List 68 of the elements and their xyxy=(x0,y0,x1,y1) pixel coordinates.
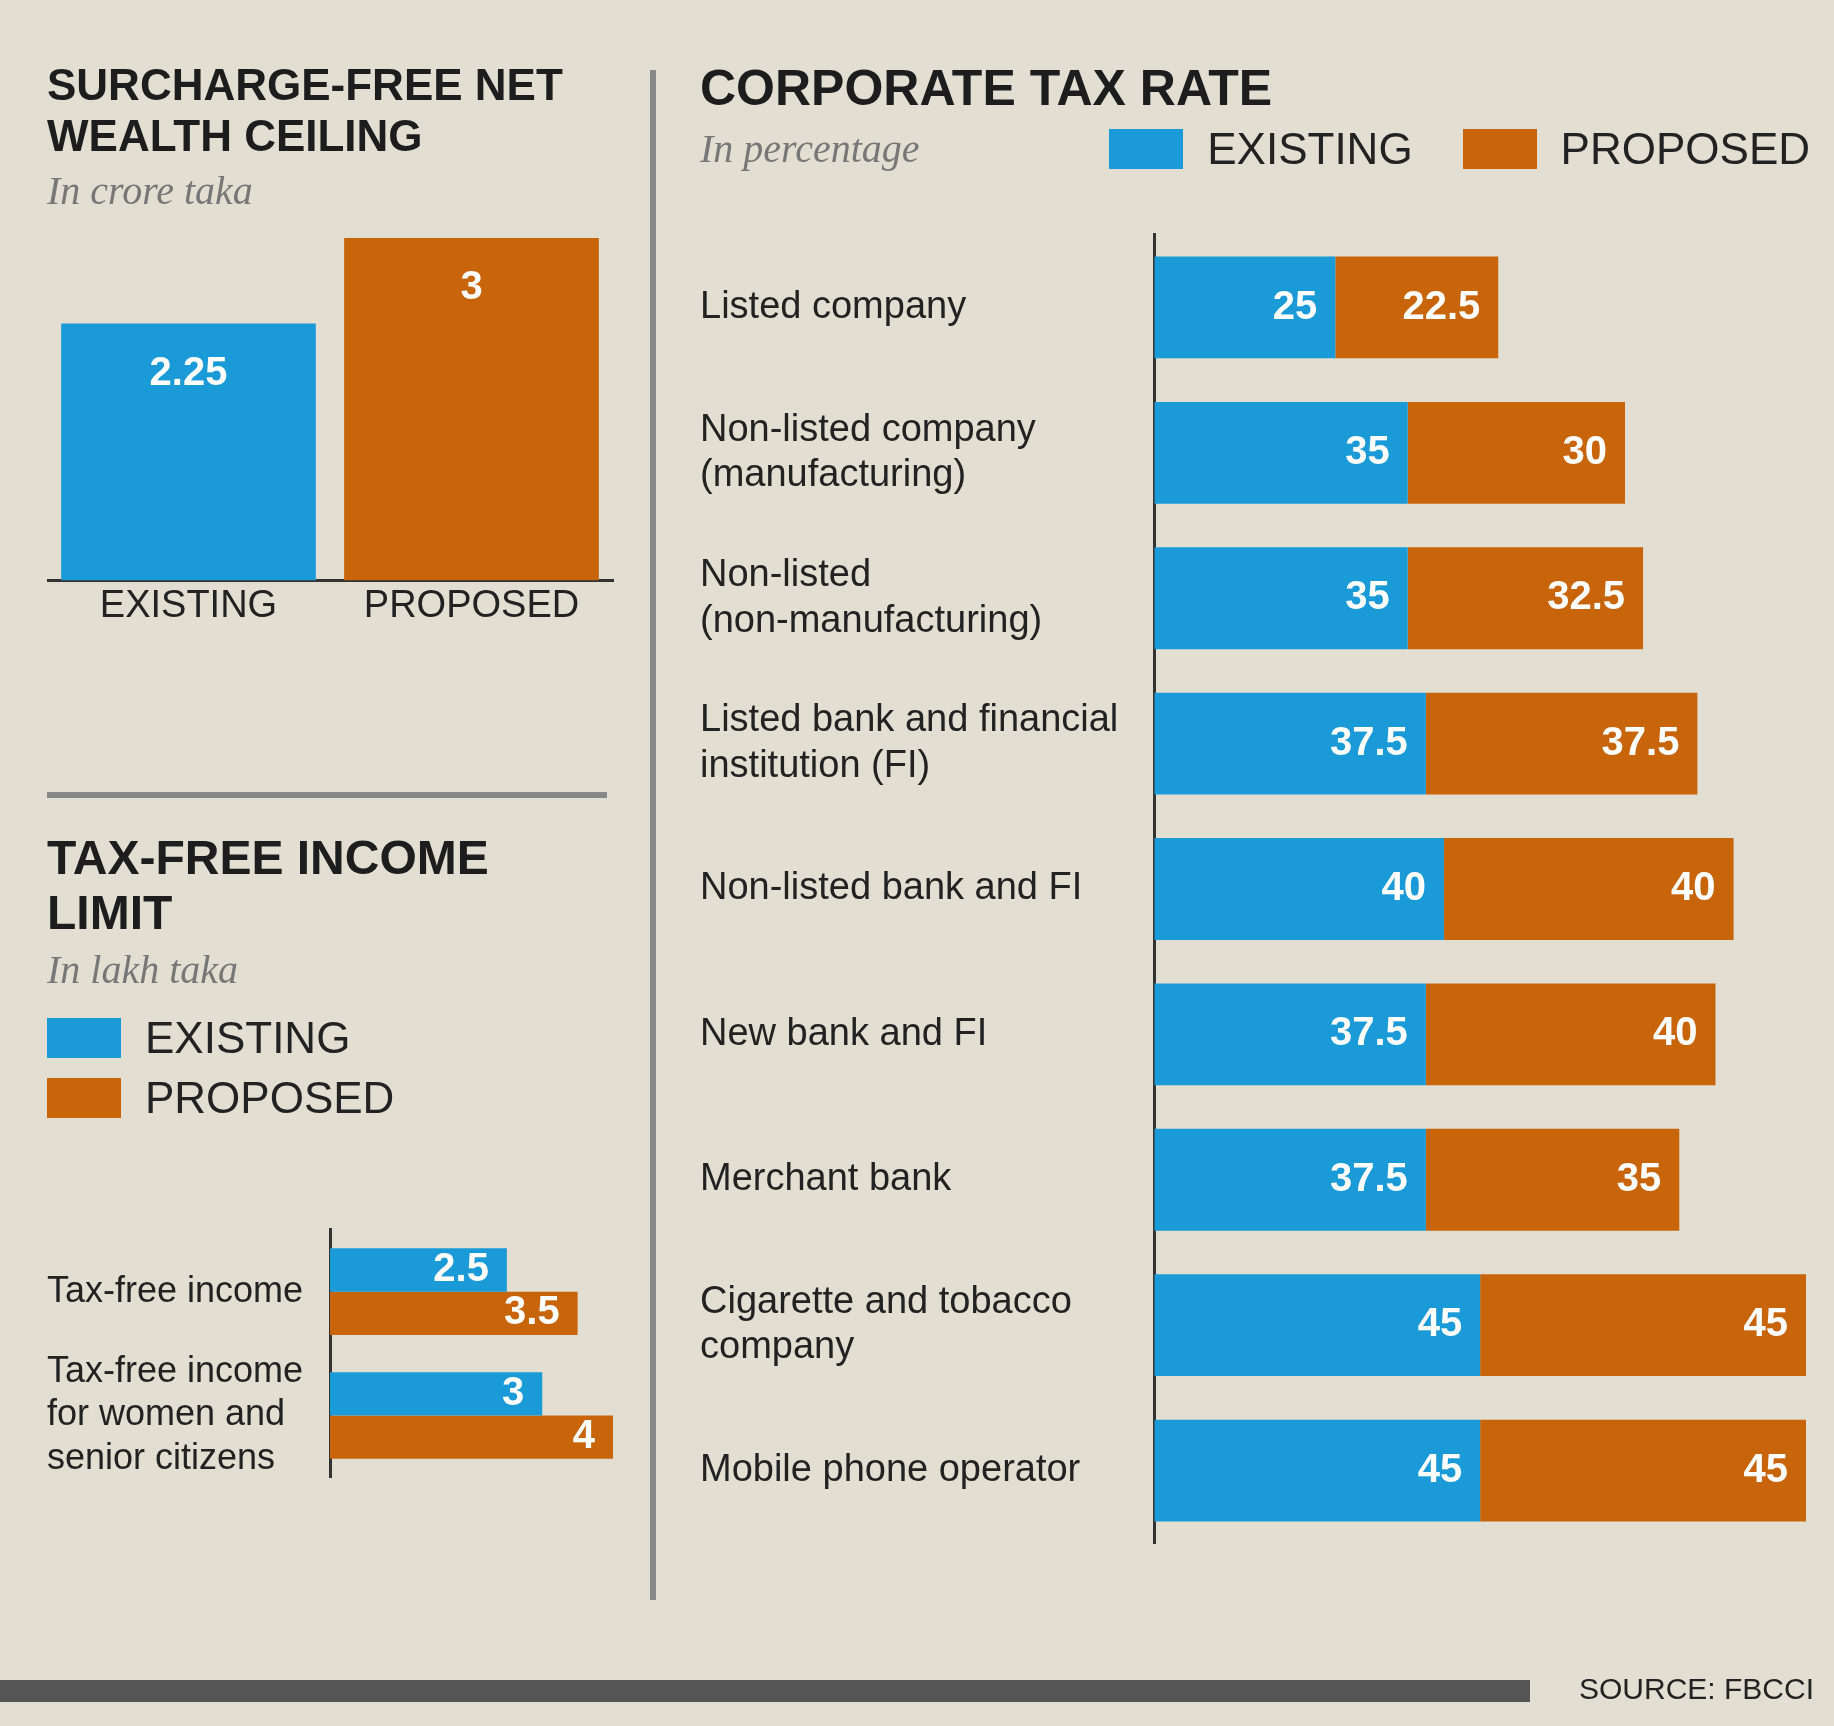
data-label: 3 xyxy=(502,1369,525,1414)
bar xyxy=(1443,837,1734,940)
data-label: 37.5 xyxy=(1329,718,1408,763)
data-label: 35 xyxy=(1616,1154,1662,1199)
bar xyxy=(1154,983,1426,1085)
data-label: 35 xyxy=(1345,572,1390,617)
bar xyxy=(330,1415,613,1460)
legend-label: EXISTING xyxy=(145,1013,351,1064)
data-label: 37.5 xyxy=(1329,1154,1408,1199)
bar xyxy=(1154,401,1408,504)
chart-subtitle: In crore taka xyxy=(47,167,254,215)
data-label: 45 xyxy=(1417,1445,1463,1490)
bar xyxy=(1425,983,1716,1085)
chart-subtitle: In lakh taka xyxy=(47,946,240,994)
data-label: 37.5 xyxy=(1601,718,1680,763)
data-label: 45 xyxy=(1743,1299,1788,1344)
y-tick-label: Listed bank and financial institution (FI) xyxy=(700,696,1119,785)
bar xyxy=(1154,1419,1481,1521)
y-tick-label: Non-listed bank and FI xyxy=(700,864,1083,907)
source-note: SOURCE: FBCCI xyxy=(1578,1672,1814,1705)
data-label: 2.5 xyxy=(433,1245,489,1290)
bar xyxy=(1154,837,1444,940)
data-label: 32.5 xyxy=(1547,572,1626,617)
data-label: 25 xyxy=(1272,282,1318,327)
data-label: 45 xyxy=(1743,1445,1788,1490)
chart-title: SURCHARGE-FREE NET WEALTH CEILING xyxy=(47,60,564,162)
data-label: 2.25 xyxy=(149,348,228,393)
bar xyxy=(1154,692,1426,794)
bar xyxy=(1407,401,1625,504)
data-label: 4 xyxy=(572,1412,596,1457)
y-tick-label: New bank and FI xyxy=(700,1010,988,1053)
y-tick-label: Tax-free income for women and senior citizens xyxy=(47,1349,304,1477)
bar xyxy=(330,1372,543,1416)
data-label: 35 xyxy=(1345,427,1390,472)
bar xyxy=(1407,546,1644,649)
data-label: 45 xyxy=(1417,1299,1463,1344)
bar xyxy=(1154,546,1408,649)
data-label: 22.5 xyxy=(1402,282,1481,327)
chart-title: CORPORATE TAX RATE xyxy=(700,60,1274,118)
bar xyxy=(1154,1128,1426,1231)
y-tick-label: Tax-free income xyxy=(47,1269,304,1310)
data-label: 40 xyxy=(1381,863,1426,908)
bar xyxy=(1425,692,1698,794)
y-tick-label: Listed company xyxy=(700,283,967,326)
y-tick-label: Merchant bank xyxy=(700,1155,953,1198)
y-tick-label: Mobile phone operator xyxy=(700,1446,1081,1489)
text: In percentage xyxy=(700,125,920,172)
bar xyxy=(1154,1273,1481,1376)
bar xyxy=(1425,1128,1680,1231)
data-label: 3 xyxy=(460,263,483,308)
legend-label: PROPOSED xyxy=(145,1073,395,1124)
chart-title: TAX-FREE INCOME LIMIT xyxy=(47,830,490,941)
bar xyxy=(1335,256,1499,358)
y-tick-label: Non-listed company (manufacturing) xyxy=(700,406,1036,494)
data-label: 30 xyxy=(1562,427,1607,472)
bar xyxy=(330,1292,578,1336)
bar xyxy=(1480,1419,1806,1521)
data-label: 40 xyxy=(1671,863,1716,908)
legend-label: PROPOSED xyxy=(1560,123,1810,174)
y-tick-label: Non-listed (non-manufacturing) xyxy=(700,551,1043,640)
legend-label: EXISTING xyxy=(1207,123,1413,174)
data-label: 40 xyxy=(1652,1008,1698,1053)
data-label: 3.5 xyxy=(504,1288,560,1333)
bar xyxy=(330,1248,507,1293)
data-label: 37.5 xyxy=(1329,1008,1408,1053)
bar xyxy=(1480,1273,1806,1376)
bar xyxy=(1154,256,1336,358)
y-tick-label: Cigarette and tobacco company xyxy=(700,1278,1072,1366)
